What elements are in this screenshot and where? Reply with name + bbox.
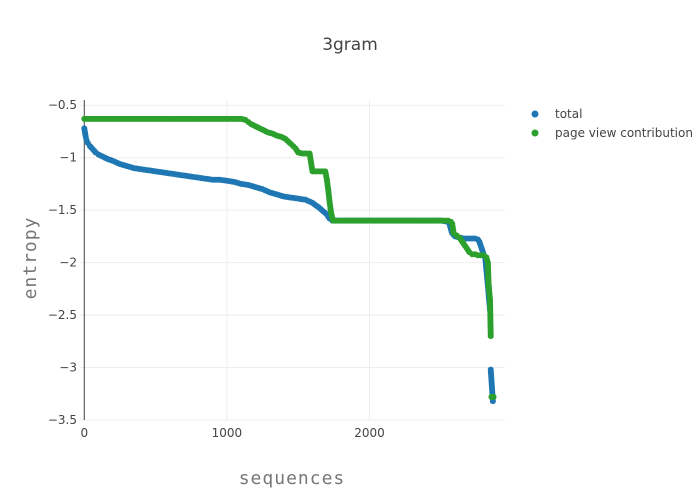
y-tick-label: −1 xyxy=(59,151,77,165)
grid xyxy=(80,100,505,421)
series-layer xyxy=(81,115,497,405)
series-1 xyxy=(81,115,497,400)
y-tick-label: −2.5 xyxy=(48,308,77,322)
y-tick-labels: −0.5 −1 −1.5 −2 −2.5 −3 −3.5 xyxy=(48,98,77,427)
legend-label-total[interactable]: total xyxy=(555,107,582,121)
x-tick-labels: 0 1000 2000 xyxy=(80,426,384,440)
y-tick-label: −2 xyxy=(59,256,77,270)
chart-title: 3gram xyxy=(322,35,378,55)
y-tick-label: −0.5 xyxy=(48,98,77,112)
legend-marker-page-view-contribution xyxy=(531,129,539,137)
y-tick-label: −3 xyxy=(59,361,77,375)
data-point xyxy=(490,393,497,400)
data-point xyxy=(487,333,494,340)
x-axis-title: sequences xyxy=(239,468,346,489)
y-axis-title: entropy xyxy=(20,217,41,300)
legend-marker-total xyxy=(531,110,539,118)
y-tick-label: −1.5 xyxy=(48,203,77,217)
legend: total page view contribution xyxy=(531,107,693,140)
x-tick-label: 2000 xyxy=(354,426,385,440)
y-tick-label: −3.5 xyxy=(48,413,77,427)
legend-label-page-view-contribution[interactable]: page view contribution xyxy=(555,126,693,140)
x-tick-label: 1000 xyxy=(212,426,243,440)
x-tick-label: 0 xyxy=(80,426,88,440)
